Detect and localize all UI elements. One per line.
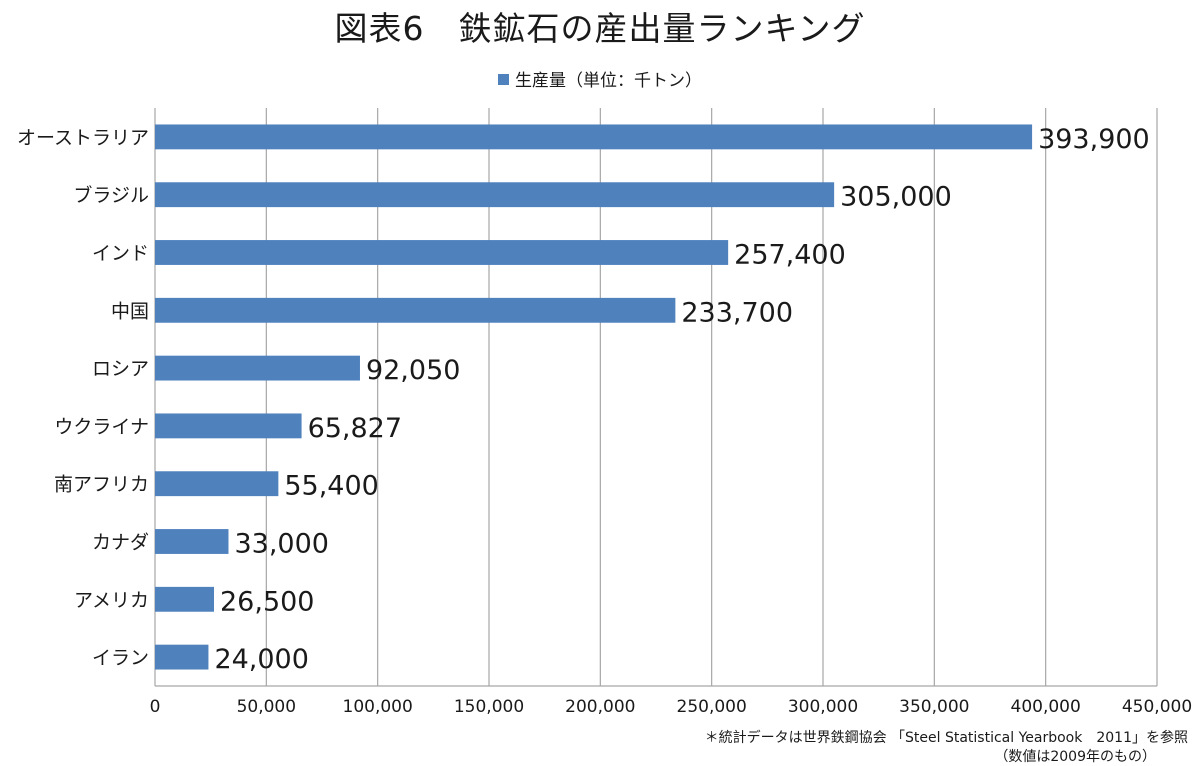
legend-label: 生産量（単位：千トン） [515, 71, 702, 91]
x-tick-label: 0 [150, 697, 161, 717]
category-label: 中国 [111, 300, 149, 322]
data-label: 92,050 [366, 355, 460, 386]
bar [155, 240, 729, 265]
bar [155, 586, 215, 612]
category-label: カナダ [92, 532, 149, 554]
bar [155, 529, 229, 554]
data-label: 65,827 [308, 413, 402, 444]
x-tick-label: 400,000 [1011, 697, 1081, 717]
data-label: 33,000 [234, 529, 328, 560]
footnote-source: ＊統計データは世界鉄鋼協会 「Steel Statistical Yearboo… [704, 730, 1188, 746]
x-tick-label: 450,000 [1122, 697, 1192, 717]
bar [155, 355, 360, 381]
category-label: ウクライナ [54, 416, 149, 438]
category-label: オーストラリア [17, 127, 149, 149]
data-label: 393,900 [1038, 124, 1150, 155]
data-label: 233,700 [681, 297, 793, 328]
bar [155, 124, 1033, 150]
footnote-year: （数値は2009年のもの） [994, 749, 1156, 765]
x-tick-label: 300,000 [788, 697, 858, 717]
chart-title: 図表6 鉄鉱石の産出量ランキング [334, 9, 866, 48]
data-label: 26,500 [220, 586, 314, 617]
data-label: 305,000 [840, 182, 952, 213]
x-tick-label: 50,000 [237, 697, 296, 717]
data-label: 55,400 [284, 471, 378, 502]
data-label: 24,000 [214, 644, 308, 675]
bar [155, 413, 302, 439]
x-tick-label: 200,000 [565, 697, 635, 717]
legend-swatch [498, 74, 509, 85]
x-tick-label: 150,000 [454, 697, 524, 717]
category-label: 南アフリカ [54, 474, 149, 496]
category-label: ロシア [92, 358, 149, 380]
category-label: ブラジル [73, 184, 149, 207]
category-label: アメリカ [74, 589, 149, 611]
bar [155, 644, 209, 670]
x-tick-label: 100,000 [343, 697, 413, 717]
category-label: イラン [92, 647, 149, 669]
bar [155, 182, 835, 208]
x-tick-label: 350,000 [899, 697, 969, 717]
x-tick-label: 250,000 [677, 697, 747, 717]
bar [155, 471, 279, 497]
chart-legend: 生産量（単位：千トン） [0, 66, 1200, 91]
data-label: 257,400 [734, 240, 846, 271]
category-label: インド [92, 243, 149, 265]
bar [155, 297, 676, 323]
